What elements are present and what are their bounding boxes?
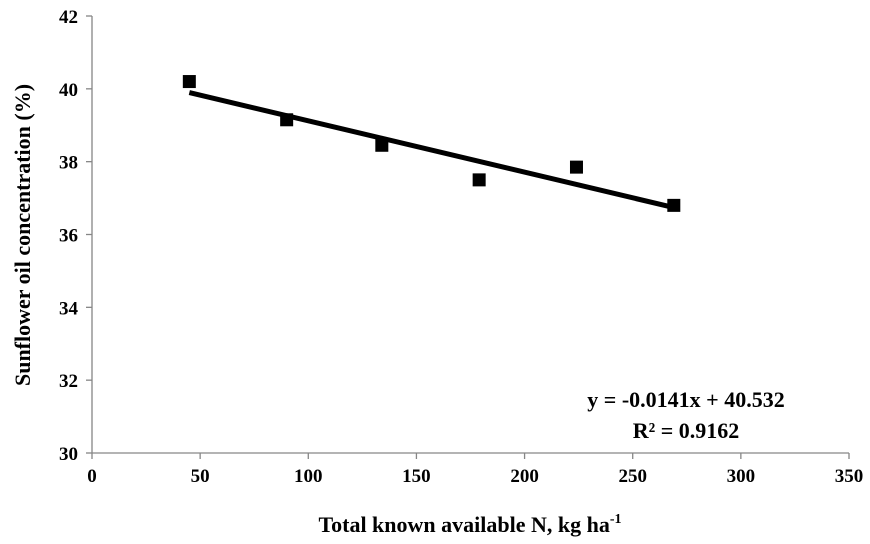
y-tick-label: 30 [59, 444, 78, 465]
x-tick-label: 0 [87, 466, 97, 487]
x-tick-labels: 0 50 100 150 200 250 300 350 [87, 466, 863, 487]
plot-area [182, 75, 681, 212]
y-tick-labels: 30 32 34 36 38 40 42 [59, 7, 79, 465]
data-point-marker [375, 138, 389, 152]
data-point-marker [280, 113, 294, 127]
y-tick-label: 32 [59, 371, 78, 392]
y-tick-label: 38 [59, 153, 78, 174]
x-tick-label: 350 [835, 466, 864, 487]
x-tick-label: 50 [191, 466, 210, 487]
x-tick-label: 100 [294, 466, 323, 487]
axes [86, 15, 850, 459]
y-tick-label: 34 [59, 298, 79, 319]
trendline [188, 90, 675, 211]
data-point-marker [182, 75, 196, 89]
y-axis-title: Sunflower oil concentration (%) [10, 84, 35, 386]
x-tick-label: 250 [618, 466, 647, 487]
x-tick-label: 150 [402, 466, 431, 487]
y-tick-label: 42 [59, 7, 78, 28]
data-point-marker [472, 173, 486, 187]
x-axis-title-text: Total known available N, kg ha [318, 512, 609, 537]
x-tick-label: 300 [727, 466, 756, 487]
x-axis-title: Total known available N, kg ha-1 [318, 512, 621, 537]
r-squared-label: R² = 0.9162 [633, 418, 740, 443]
data-point-marker [569, 160, 583, 174]
y-tick-label: 36 [59, 226, 78, 247]
data-point-marker [667, 198, 681, 212]
x-tick-label: 200 [510, 466, 539, 487]
x-axis-title-superscript: -1 [610, 512, 622, 527]
trendline-equation: y = -0.0141x + 40.532 [587, 387, 784, 412]
y-tick-label: 40 [59, 80, 78, 101]
